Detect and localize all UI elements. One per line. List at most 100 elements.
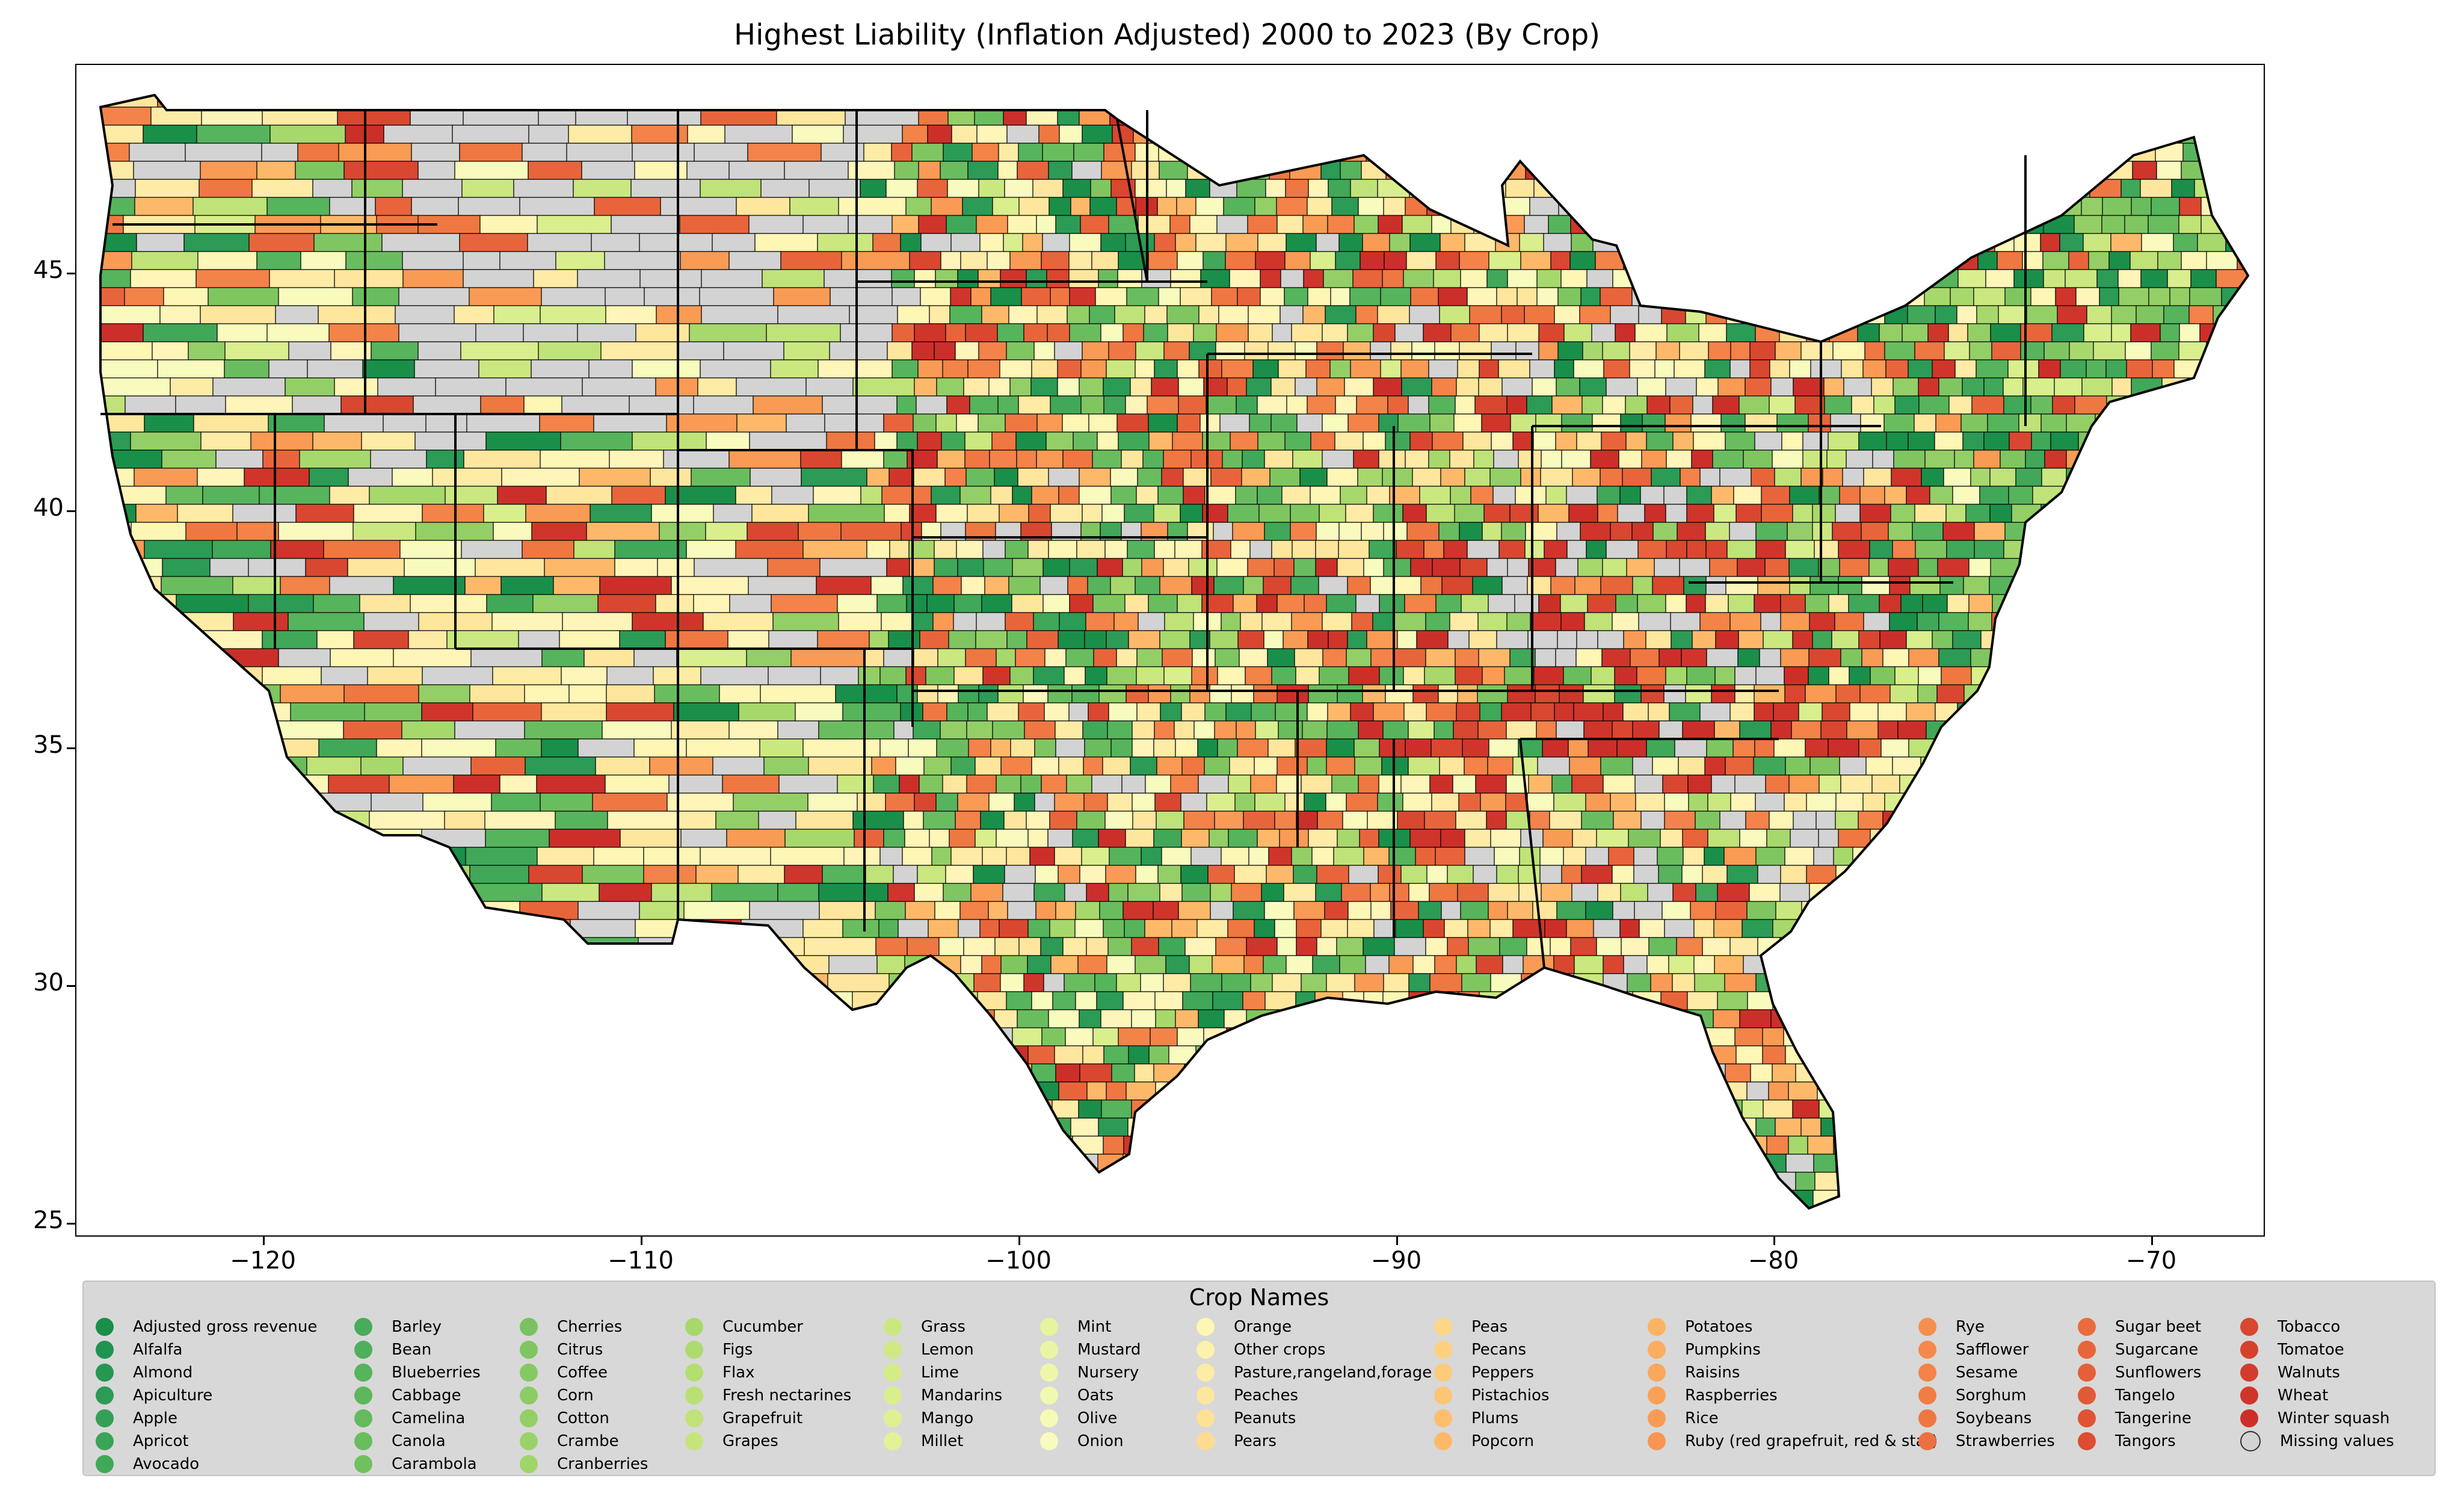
legend-item: Wheat <box>2240 1384 2394 1407</box>
legend-label: Grapefruit <box>722 1409 803 1427</box>
x-tick-label: −100 <box>985 1247 1052 1275</box>
legend-label: Oats <box>1077 1386 1114 1405</box>
legend-swatch <box>884 1341 902 1359</box>
legend-swatch <box>1648 1432 1666 1450</box>
legend-label: Apiculture <box>133 1386 213 1405</box>
legend-label: Mango <box>921 1409 974 1427</box>
legend-swatch <box>2240 1409 2258 1427</box>
legend-swatch <box>884 1386 902 1405</box>
legend-label: Plums <box>1471 1409 1519 1427</box>
legend-label: Pasture,rangeland,forage <box>1234 1364 1432 1382</box>
legend-item: Cucumber <box>685 1315 851 1338</box>
legend-swatch <box>354 1386 372 1405</box>
legend-label: Apple <box>133 1409 178 1427</box>
legend-label: Tangerine <box>2115 1409 2191 1427</box>
y-tickmark <box>67 747 75 749</box>
y-tick-label: 40 <box>33 494 64 522</box>
legend-swatch <box>1040 1432 1058 1450</box>
legend-item: Rye <box>1918 1315 2055 1338</box>
legend-swatch <box>1434 1341 1452 1359</box>
us-county-map <box>75 64 2265 1237</box>
legend-item: Alfalfa <box>96 1338 317 1361</box>
legend-swatch <box>2078 1409 2096 1427</box>
legend-label: Blueberries <box>392 1364 481 1382</box>
legend-swatch <box>685 1364 703 1382</box>
legend-swatch <box>2078 1341 2096 1359</box>
x-tickmark <box>1396 1237 1398 1245</box>
legend-swatch <box>1918 1318 1936 1336</box>
legend-label: Figs <box>722 1341 753 1359</box>
legend-swatch <box>685 1341 703 1359</box>
legend-label: Walnuts <box>2278 1364 2340 1382</box>
legend-item: Sugarcane <box>2078 1338 2201 1361</box>
legend-label: Avocado <box>133 1455 200 1473</box>
legend-item: Adjusted gross revenue <box>96 1315 317 1338</box>
legend-item: Grass <box>884 1315 1002 1338</box>
legend-label: Pistachios <box>1471 1386 1550 1405</box>
legend-label: Onion <box>1077 1432 1124 1450</box>
legend-item: Peanuts <box>1197 1407 1432 1430</box>
legend-swatch <box>1648 1386 1666 1405</box>
legend-item: Popcorn <box>1434 1430 1549 1453</box>
legend-swatch <box>354 1341 372 1359</box>
legend-column: Peas Pecans Peppers Pistachios Plums Popcorn <box>1434 1315 1549 1453</box>
legend-item: Cherries <box>520 1315 648 1338</box>
legend-label: Cranberries <box>557 1455 648 1473</box>
legend-swatch <box>1918 1409 1936 1427</box>
x-tick-label: −110 <box>608 1247 674 1275</box>
legend-swatch <box>1648 1318 1666 1336</box>
legend-swatch <box>685 1386 703 1405</box>
legend-item: Flax <box>685 1361 851 1384</box>
legend-label: Peas <box>1471 1318 1508 1336</box>
legend-item: Mandarins <box>884 1384 1002 1407</box>
y-tickmark <box>67 985 75 987</box>
legend-label: Sorghum <box>1956 1386 2027 1405</box>
legend-item: Pistachios <box>1434 1384 1549 1407</box>
legend-label: Safflower <box>1956 1341 2029 1359</box>
legend-label: Raisins <box>1685 1364 1740 1382</box>
legend-item: Barley <box>354 1315 481 1338</box>
legend-item: Mint <box>1040 1315 1141 1338</box>
x-tick-label: −120 <box>230 1247 296 1275</box>
x-tick-label: −90 <box>1370 1247 1422 1275</box>
legend-item: Corn <box>520 1384 648 1407</box>
y-tick-label: 30 <box>33 969 64 997</box>
legend-item: Raspberries <box>1648 1384 1938 1407</box>
legend-item: Camelina <box>354 1407 481 1430</box>
legend-label: Pears <box>1234 1432 1277 1450</box>
legend-swatch <box>520 1341 538 1359</box>
y-tickmark <box>67 1223 75 1225</box>
legend-item: Grapes <box>685 1430 851 1453</box>
legend-item: Walnuts <box>2240 1361 2394 1384</box>
legend-item: Crambe <box>520 1430 648 1453</box>
legend-swatch <box>884 1318 902 1336</box>
legend-label: Carambola <box>392 1455 477 1473</box>
y-tickmark <box>67 273 75 274</box>
legend-swatch <box>884 1364 902 1382</box>
legend-label: Alfalfa <box>133 1341 183 1359</box>
legend-label: Almond <box>133 1364 193 1382</box>
legend-item: Pumpkins <box>1648 1338 1938 1361</box>
legend-swatch <box>96 1341 114 1359</box>
legend-column: Sugar beet Sugarcane Sunflowers Tangelo Tang… <box>2078 1315 2201 1453</box>
legend-item: Apricot <box>96 1430 317 1453</box>
legend-label: Sugarcane <box>2115 1341 2199 1359</box>
legend-swatch <box>1197 1432 1215 1450</box>
legend-item: Figs <box>685 1338 851 1361</box>
legend-swatch <box>2078 1432 2096 1450</box>
legend-label: Olive <box>1077 1409 1118 1427</box>
legend-item: Oats <box>1040 1384 1141 1407</box>
legend-label: Raspberries <box>1685 1386 1778 1405</box>
legend-label: Lemon <box>921 1341 974 1359</box>
legend-swatch <box>354 1409 372 1427</box>
legend-swatch <box>354 1364 372 1382</box>
legend-swatch <box>96 1409 114 1427</box>
legend-column: Orange Other crops Pasture,rangeland,forag… <box>1197 1315 1432 1453</box>
legend-swatch <box>96 1364 114 1382</box>
legend-swatch <box>520 1455 538 1473</box>
legend-swatch <box>96 1432 114 1450</box>
legend-swatch <box>2240 1364 2258 1382</box>
legend-column: Cherries Citrus Coffee Corn Cotton Crambe Cran… <box>520 1315 648 1476</box>
legend-swatch <box>1918 1341 1936 1359</box>
legend-label: Coffee <box>557 1364 608 1382</box>
